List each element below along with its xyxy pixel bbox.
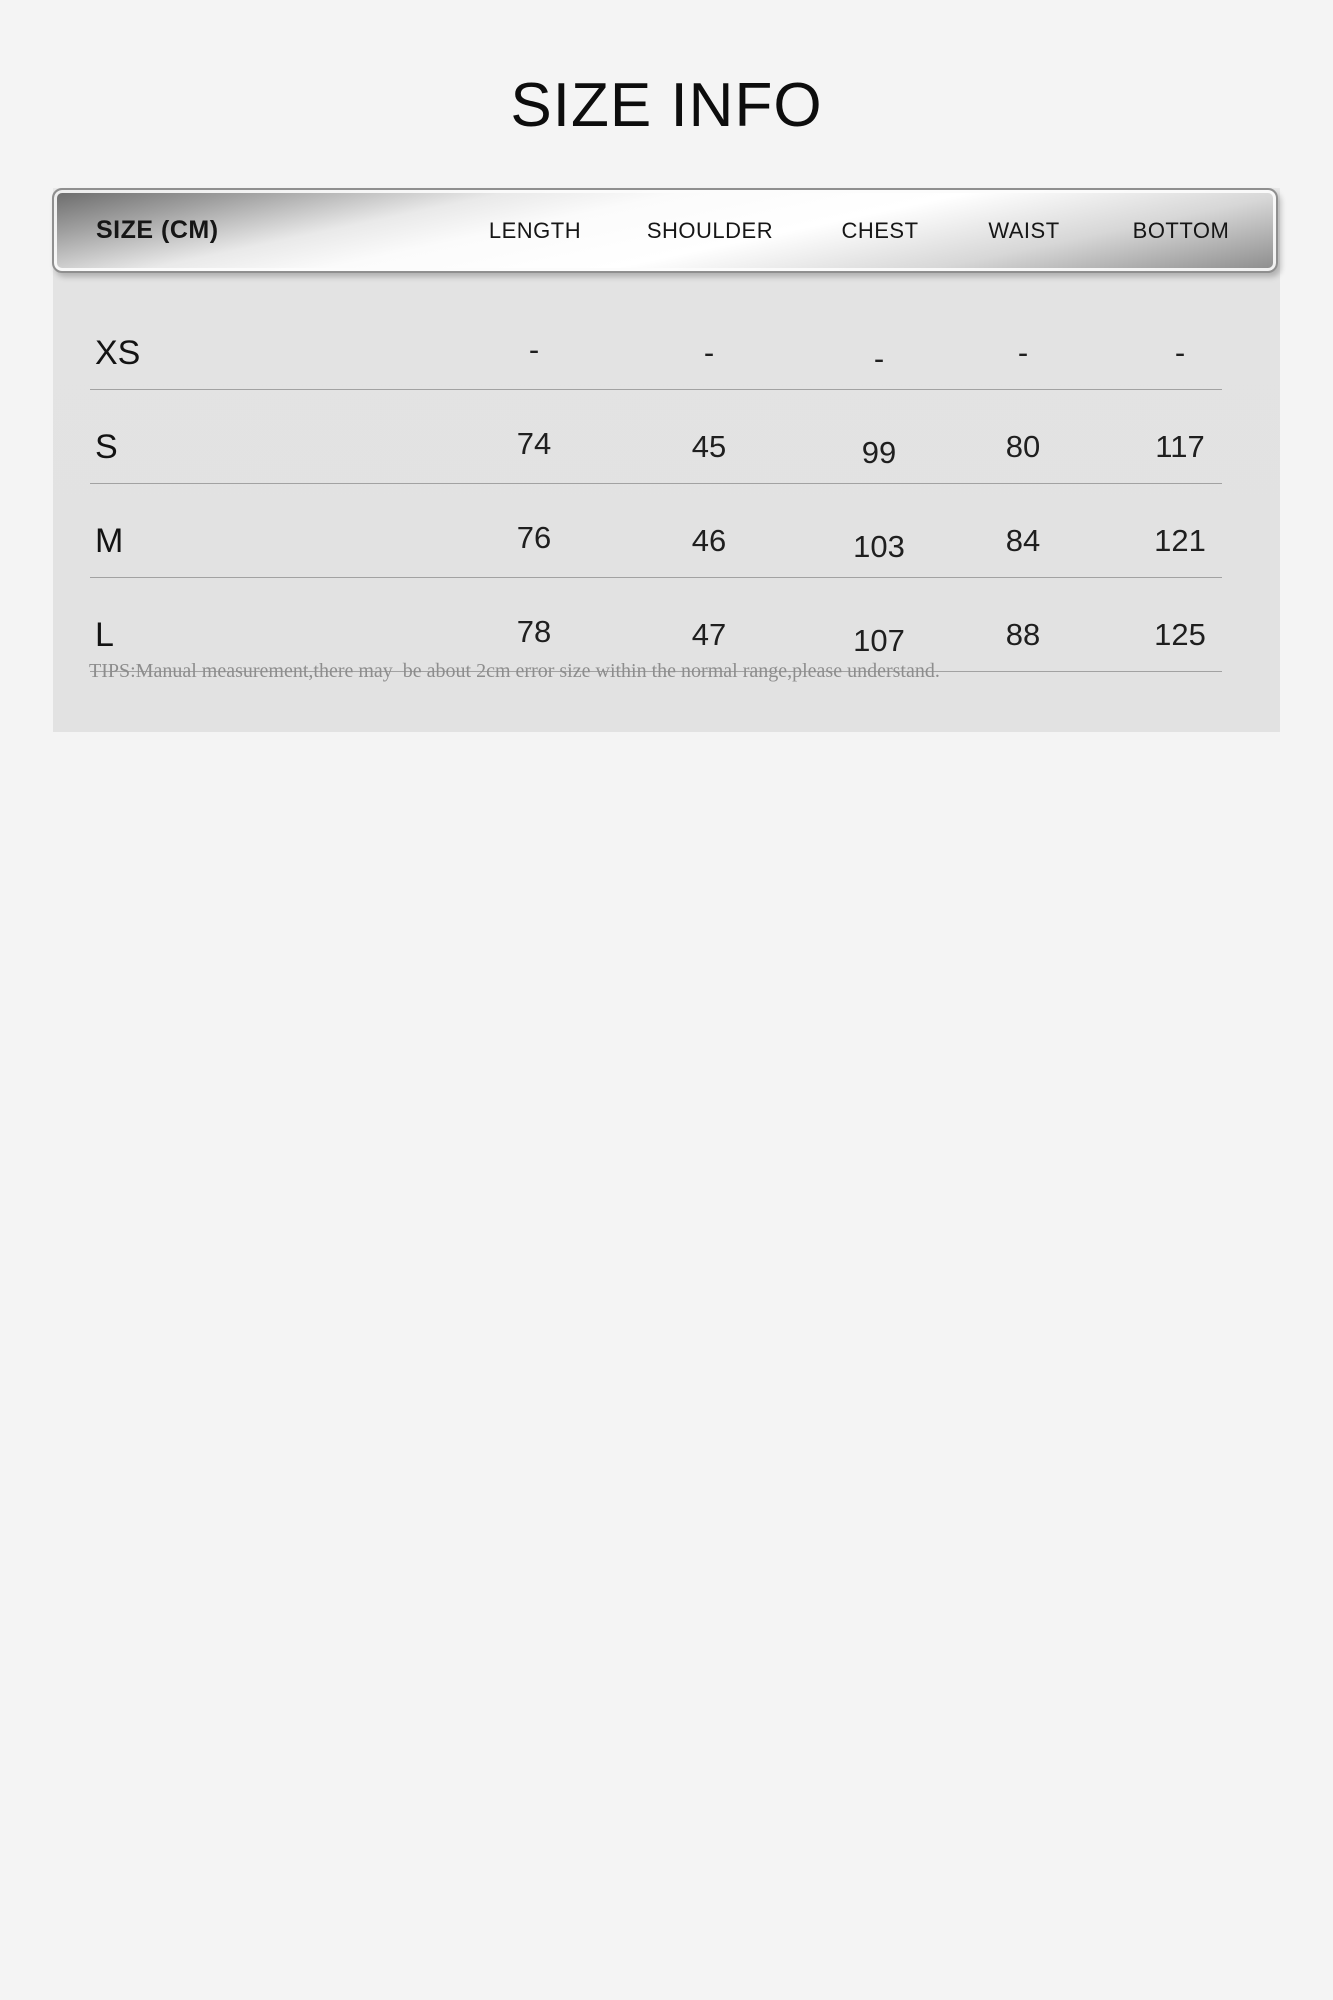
cell-s-waist: 80 [1005, 429, 1041, 464]
table-body: XS - - - - - S 74 45 99 80 117 M 76 46 1… [53, 296, 1280, 672]
column-header-size-cm: SIZE (CM) [96, 216, 219, 244]
column-header-waist: WAIST [988, 217, 1060, 243]
column-header-chest: CHEST [841, 217, 919, 243]
table-row-s: S 74 45 99 80 117 [53, 390, 1280, 484]
cell-s-chest: 99 [861, 435, 897, 470]
cell-l-length: 78 [516, 614, 552, 649]
table-row-l: L 78 47 107 88 125 [53, 578, 1280, 672]
cell-l-bottom: 125 [1154, 617, 1206, 652]
cell-xs-bottom: - [1174, 335, 1186, 370]
size-label-l: L [95, 615, 114, 654]
page-title: SIZE INFO [510, 71, 823, 140]
cell-xs-waist: - [1017, 335, 1029, 370]
size-chart-panel: SIZE (CM) LENGTH SHOULDER CHEST WAIST BO… [52, 188, 1280, 732]
cell-s-shoulder: 45 [691, 429, 727, 464]
table-row-xs: XS - - - - - [53, 296, 1280, 390]
tips-note: TIPS:Manual measurement,there may be abo… [89, 660, 940, 682]
cell-xs-length: - [528, 332, 540, 367]
cell-s-bottom: 117 [1155, 429, 1205, 464]
column-header-length: LENGTH [488, 217, 582, 243]
cell-xs-chest: - [873, 341, 885, 376]
cell-m-bottom: 121 [1154, 523, 1206, 558]
cell-xs-shoulder: - [703, 335, 715, 370]
cell-l-waist: 88 [1005, 617, 1041, 652]
cell-m-length: 76 [516, 520, 552, 555]
table-row-m: M 76 46 103 84 121 [53, 484, 1280, 578]
cell-m-waist: 84 [1005, 523, 1041, 558]
size-label-s: S [95, 427, 118, 466]
column-header-shoulder: SHOULDER [646, 217, 774, 243]
cell-m-chest: 103 [853, 529, 905, 564]
cell-l-shoulder: 47 [691, 617, 727, 652]
size-label-xs: XS [95, 333, 141, 372]
size-label-m: M [95, 521, 124, 560]
table-header-bar: SIZE (CM) LENGTH SHOULDER CHEST WAIST BO… [52, 188, 1278, 273]
cell-l-chest: 107 [853, 623, 905, 658]
cell-s-length: 74 [516, 426, 552, 461]
column-header-bottom: BOTTOM [1132, 217, 1230, 243]
cell-m-shoulder: 46 [691, 523, 727, 558]
